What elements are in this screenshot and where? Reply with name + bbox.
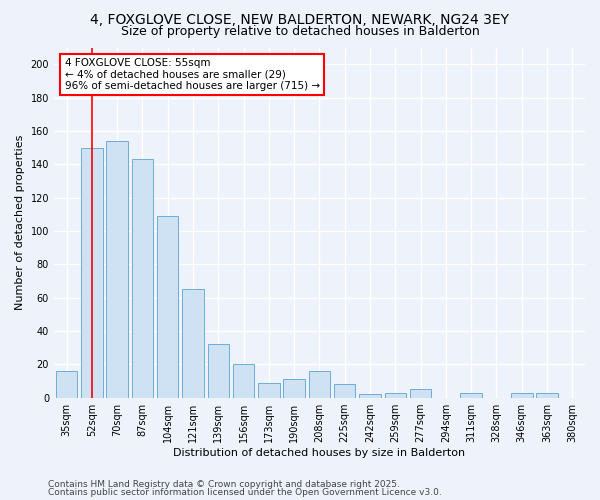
Bar bbox=[359, 394, 381, 398]
Bar bbox=[283, 379, 305, 398]
Bar bbox=[258, 382, 280, 398]
Bar bbox=[410, 389, 431, 398]
Bar bbox=[81, 148, 103, 398]
Bar bbox=[233, 364, 254, 398]
Text: 4, FOXGLOVE CLOSE, NEW BALDERTON, NEWARK, NG24 3EY: 4, FOXGLOVE CLOSE, NEW BALDERTON, NEWARK… bbox=[91, 12, 509, 26]
Bar bbox=[157, 216, 178, 398]
Bar bbox=[182, 289, 204, 398]
Text: Contains HM Land Registry data © Crown copyright and database right 2025.: Contains HM Land Registry data © Crown c… bbox=[48, 480, 400, 489]
Bar bbox=[56, 371, 77, 398]
Bar bbox=[131, 159, 153, 398]
Bar bbox=[208, 344, 229, 398]
Bar bbox=[511, 392, 533, 398]
Bar bbox=[334, 384, 355, 398]
Bar bbox=[460, 392, 482, 398]
Bar bbox=[385, 392, 406, 398]
Bar bbox=[309, 371, 330, 398]
Bar bbox=[106, 141, 128, 398]
Text: Contains public sector information licensed under the Open Government Licence v3: Contains public sector information licen… bbox=[48, 488, 442, 497]
X-axis label: Distribution of detached houses by size in Balderton: Distribution of detached houses by size … bbox=[173, 448, 466, 458]
Bar bbox=[536, 392, 558, 398]
Y-axis label: Number of detached properties: Number of detached properties bbox=[15, 135, 25, 310]
Text: Size of property relative to detached houses in Balderton: Size of property relative to detached ho… bbox=[121, 25, 479, 38]
Text: 4 FOXGLOVE CLOSE: 55sqm
← 4% of detached houses are smaller (29)
96% of semi-det: 4 FOXGLOVE CLOSE: 55sqm ← 4% of detached… bbox=[65, 58, 320, 91]
